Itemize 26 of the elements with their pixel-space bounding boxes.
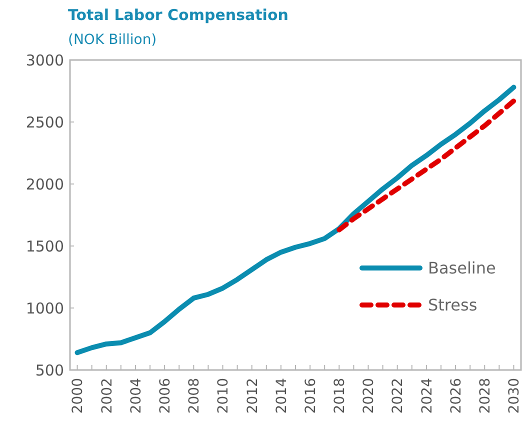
x-tick-label: 2000 (70, 378, 86, 414)
x-tick-label: 2002 (99, 378, 116, 414)
legend-label: Stress (428, 296, 478, 315)
x-tick-label: 2008 (186, 378, 203, 414)
x-tick-label: 2018 (332, 378, 348, 414)
x-tick-label: 2028 (478, 378, 494, 414)
y-tick-label: 3000 (26, 51, 64, 70)
x-tick-label: 2016 (302, 378, 319, 414)
y-tick-label: 1000 (26, 299, 64, 318)
x-tick-label: 2024 (419, 378, 436, 414)
x-tick-label: 2022 (390, 378, 406, 414)
chart-subtitle: (NOK Billion) (68, 32, 157, 48)
x-tick-label: 2004 (128, 378, 144, 414)
chart-title: Total Labor Compensation (68, 6, 288, 24)
x-tick-label: 2006 (157, 378, 174, 414)
x-tick-label: 2030 (506, 378, 523, 414)
x-tick-label: 2014 (274, 378, 290, 414)
x-tick-label: 2012 (244, 378, 261, 414)
x-tick-label: 2010 (216, 378, 232, 414)
y-tick-label: 500 (35, 361, 64, 380)
y-tick-label: 2500 (26, 113, 64, 132)
legend-label: Baseline (428, 258, 496, 278)
y-tick-label: 1500 (26, 237, 64, 256)
x-tick-label: 2020 (361, 378, 378, 414)
y-tick-label: 2000 (26, 175, 64, 194)
x-tick-label: 2026 (448, 378, 464, 414)
